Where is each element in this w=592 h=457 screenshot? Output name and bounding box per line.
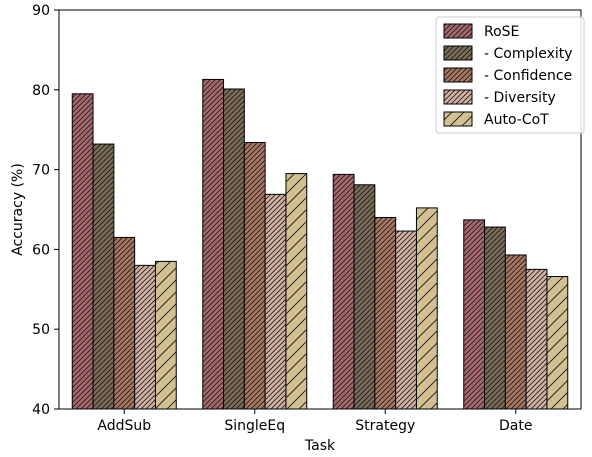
legend-swatch [443, 111, 473, 127]
x-tick-label: Strategy [355, 418, 415, 434]
legend-label: - Complexity [484, 46, 573, 62]
bar-strategy-2 [353, 184, 376, 410]
bar-addsub-2 [92, 143, 115, 410]
bar-addsub-1 [71, 93, 94, 410]
legend-swatch [443, 45, 473, 61]
legend-swatch [443, 67, 473, 83]
y-tick-label: 70 [32, 163, 50, 179]
legend-swatch [443, 23, 473, 39]
legend-label: - Confidence [484, 68, 572, 84]
bar-date-4 [525, 268, 548, 410]
axes-layer: AddSub SingleEq Strategy Date 40 50 60 70 80 90 Ta… [10, 3, 582, 454]
y-tick-label: 60 [32, 242, 50, 258]
legend-label: - Diversity [484, 90, 556, 106]
bar-strategy-4 [395, 230, 417, 410]
bar-date-1 [463, 219, 486, 410]
legend-label: RoSE [484, 24, 519, 40]
y-tick-label: 80 [32, 83, 50, 99]
plot-frame [58, 9, 582, 410]
bar-singleeq-1 [202, 78, 225, 410]
y-axis-label: Accuracy (%) [10, 163, 26, 256]
bar-strategy-1 [332, 173, 355, 410]
bars-layer [71, 78, 569, 410]
y-tick-label: 50 [32, 322, 50, 338]
bar-date-2 [484, 226, 506, 410]
bar-addsub-4 [134, 264, 156, 410]
x-axis-label: Task [304, 438, 336, 453]
legend-label: Auto-CoT [484, 112, 549, 128]
legend-box [435, 16, 585, 134]
y-tick-label: 40 [32, 402, 50, 418]
bar-strategy-3 [374, 216, 397, 410]
bar-date-5 [546, 276, 569, 410]
bar-addsub-3 [113, 236, 136, 410]
bar-singleeq-3 [243, 141, 266, 410]
x-tick-label: AddSub [97, 418, 151, 434]
bar-date-3 [504, 254, 527, 410]
legend: RoSE - Complexity - Confidence - Diversity A… [435, 16, 585, 134]
bar-singleeq-5 [285, 173, 308, 410]
bar-addsub-5 [154, 260, 177, 410]
x-tick-label: SingleEq [224, 418, 285, 434]
bar-singleeq-4 [264, 193, 287, 410]
x-tick-label: Date [499, 418, 532, 434]
y-tick-label: 90 [32, 3, 50, 19]
legend-swatch [443, 89, 473, 105]
bar-strategy-5 [415, 207, 438, 410]
bar-singleeq-2 [223, 88, 245, 410]
